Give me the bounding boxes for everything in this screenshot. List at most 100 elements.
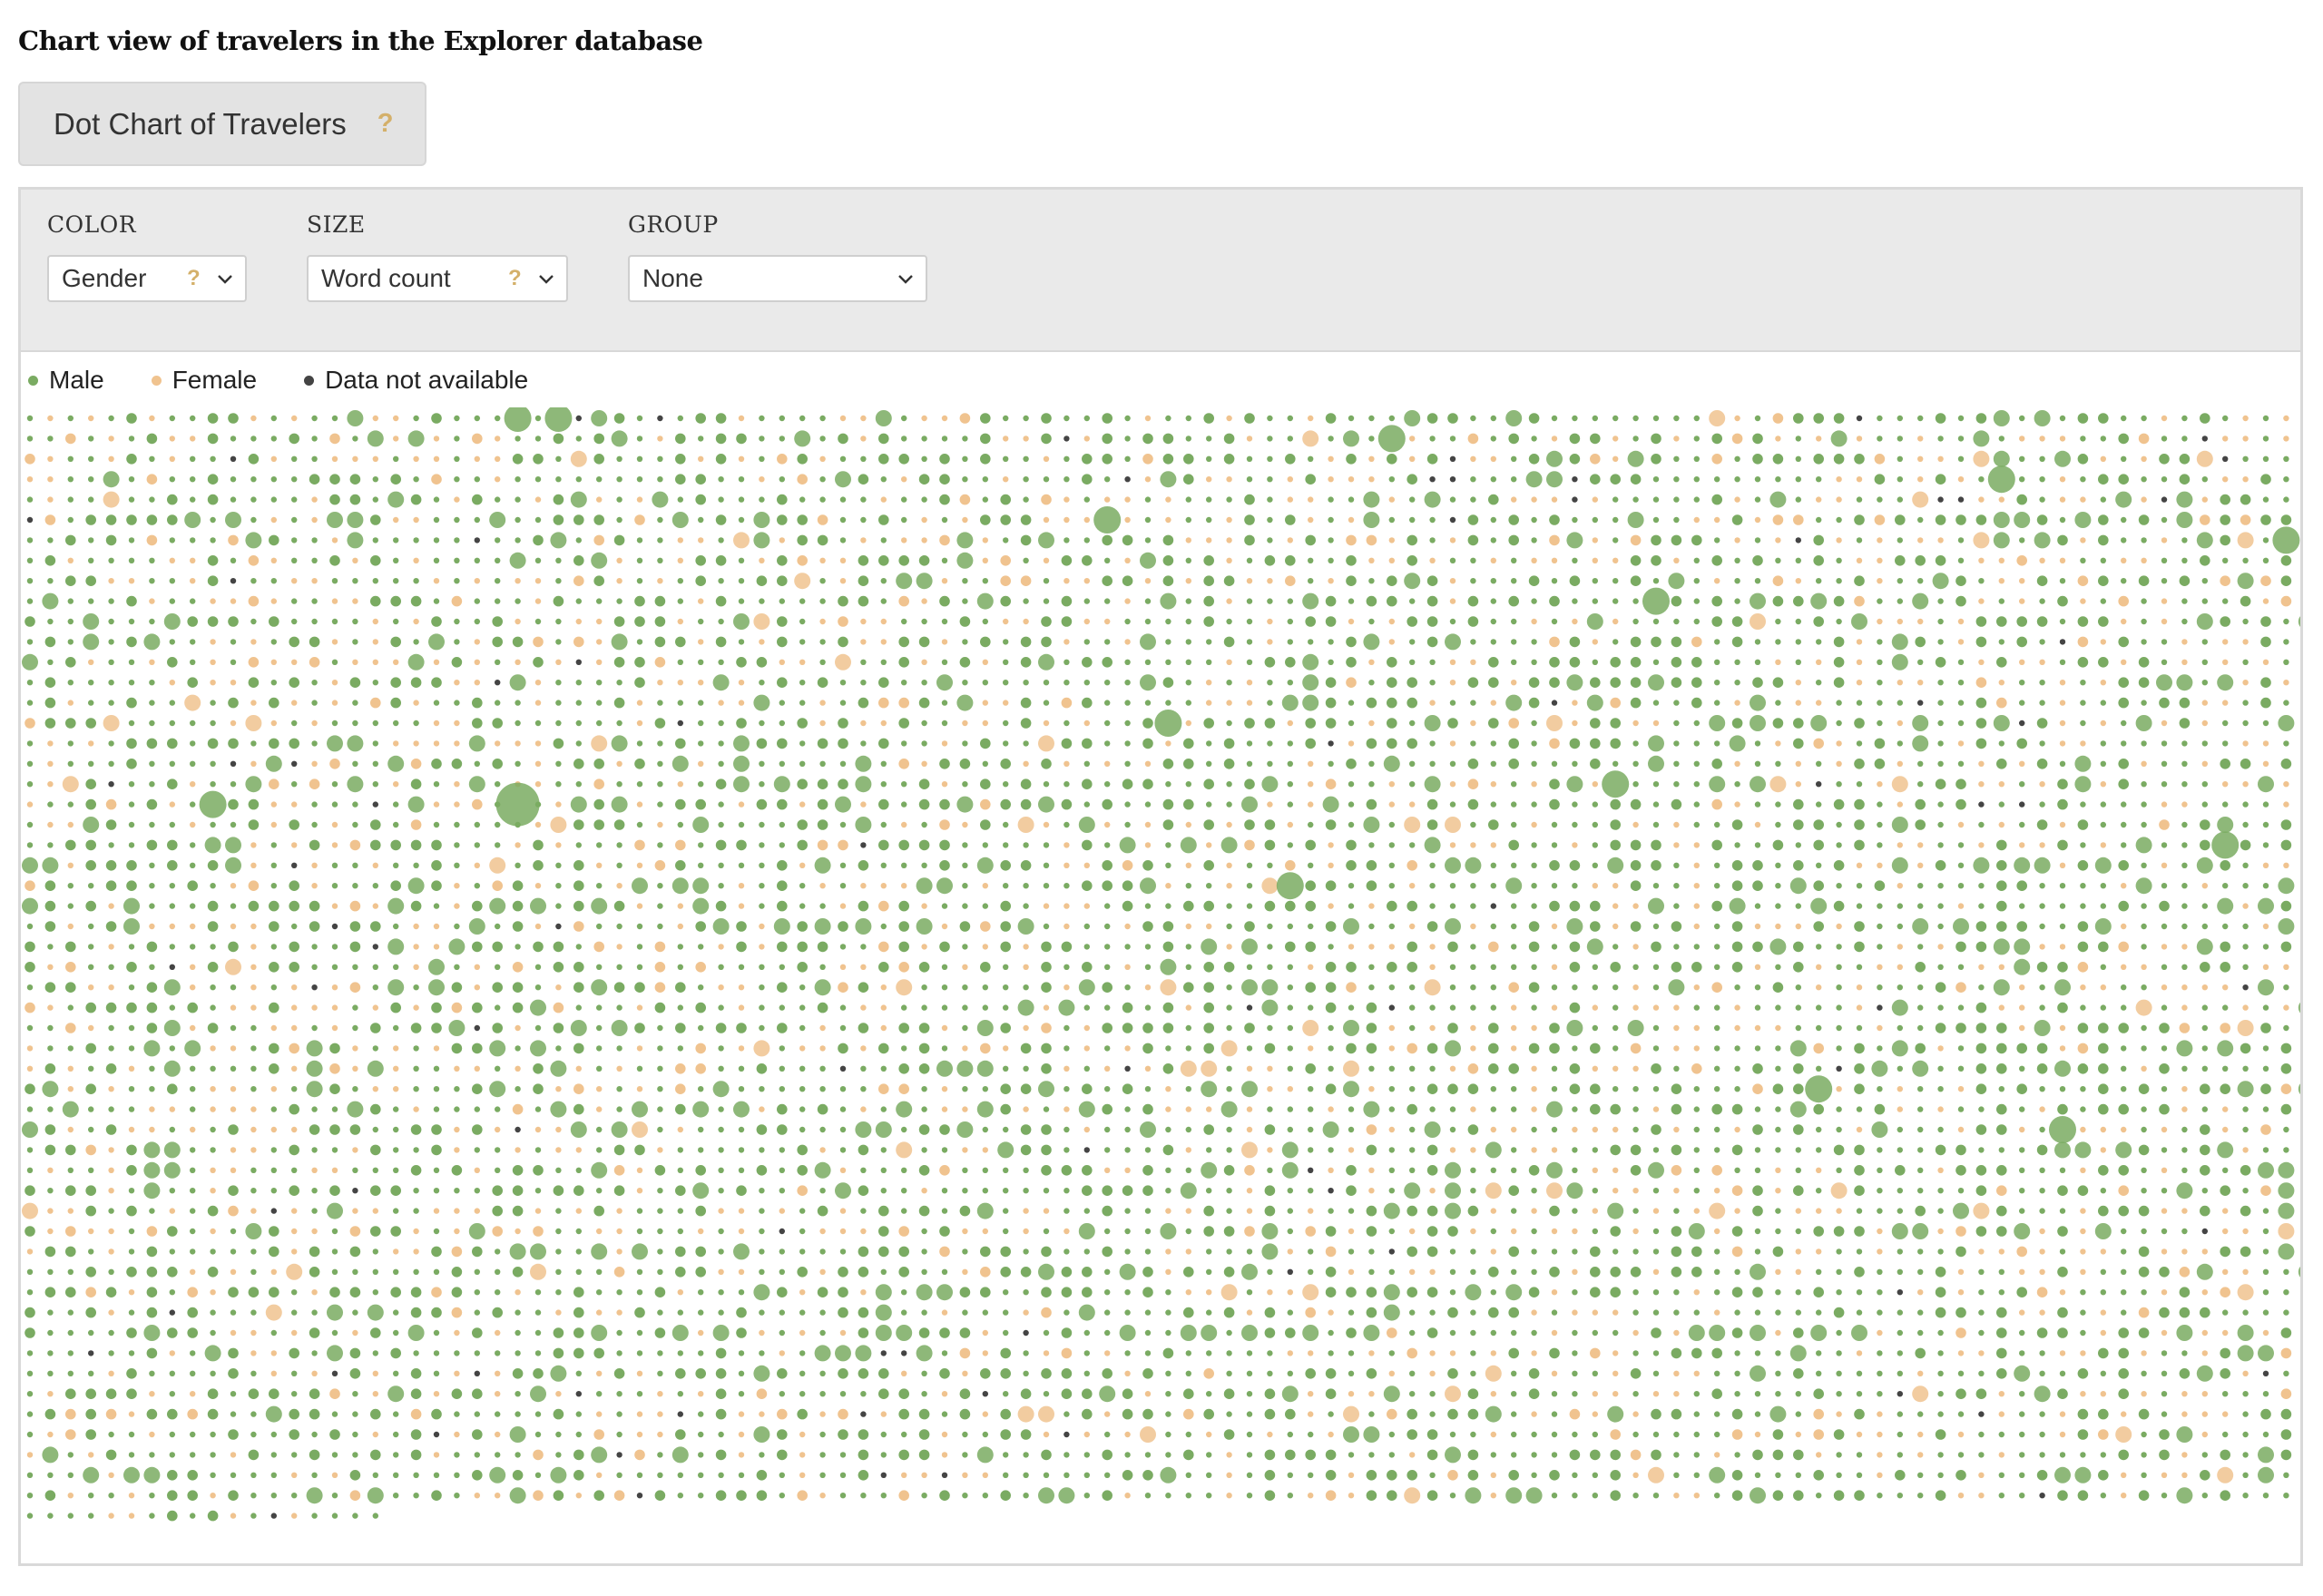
traveler-dot[interactable] bbox=[2242, 801, 2249, 808]
traveler-dot[interactable] bbox=[1162, 433, 1174, 445]
traveler-dot[interactable] bbox=[1346, 454, 1357, 465]
traveler-dot[interactable] bbox=[1124, 944, 1131, 950]
traveler-dot[interactable] bbox=[1023, 760, 1029, 767]
traveler-dot[interactable] bbox=[2262, 944, 2269, 950]
traveler-dot[interactable] bbox=[1671, 1246, 1682, 1258]
traveler-dot[interactable] bbox=[1063, 923, 1070, 930]
traveler-dot[interactable] bbox=[1226, 903, 1232, 909]
traveler-dot[interactable] bbox=[657, 740, 663, 747]
traveler-dot[interactable] bbox=[512, 1165, 524, 1176]
traveler-dot[interactable] bbox=[1693, 801, 1701, 808]
traveler-dot[interactable] bbox=[433, 516, 440, 524]
traveler-dot[interactable] bbox=[331, 883, 338, 889]
traveler-dot[interactable] bbox=[718, 1289, 724, 1296]
traveler-dot[interactable] bbox=[1287, 537, 1294, 543]
traveler-dot[interactable] bbox=[1897, 883, 1903, 889]
traveler-dot[interactable] bbox=[1816, 639, 1822, 645]
traveler-dot[interactable] bbox=[1490, 781, 1497, 788]
traveler-dot[interactable] bbox=[553, 1327, 564, 1338]
traveler-dot[interactable] bbox=[1734, 659, 1740, 665]
traveler-dot[interactable] bbox=[1063, 883, 1070, 889]
traveler-dot[interactable] bbox=[474, 659, 480, 665]
traveler-dot[interactable] bbox=[1470, 1248, 1476, 1255]
traveler-dot[interactable] bbox=[512, 880, 524, 891]
traveler-dot[interactable] bbox=[2039, 923, 2045, 930]
traveler-dot[interactable] bbox=[128, 1086, 135, 1092]
traveler-dot[interactable] bbox=[1063, 842, 1070, 848]
traveler-dot[interactable] bbox=[1305, 900, 1316, 912]
traveler-dot[interactable] bbox=[1795, 700, 1802, 706]
traveler-dot[interactable] bbox=[270, 436, 277, 442]
traveler-dot[interactable] bbox=[149, 1208, 155, 1214]
traveler-dot[interactable] bbox=[26, 516, 34, 524]
traveler-dot[interactable] bbox=[1996, 1226, 2007, 1237]
traveler-dot[interactable] bbox=[1325, 962, 1337, 973]
traveler-dot[interactable] bbox=[1003, 1167, 1009, 1173]
traveler-dot[interactable] bbox=[433, 1268, 440, 1275]
traveler-dot[interactable] bbox=[1998, 964, 2004, 970]
traveler-dot[interactable] bbox=[2220, 1185, 2230, 1196]
traveler-dot[interactable] bbox=[534, 598, 542, 604]
traveler-dot[interactable] bbox=[1082, 697, 1093, 709]
traveler-dot[interactable] bbox=[187, 880, 198, 891]
traveler-dot[interactable] bbox=[1063, 659, 1070, 665]
traveler-dot[interactable] bbox=[1836, 883, 1842, 889]
traveler-dot[interactable] bbox=[1203, 1226, 1214, 1237]
traveler-dot[interactable] bbox=[962, 1188, 968, 1194]
traveler-dot[interactable] bbox=[451, 982, 463, 993]
traveler-dot[interactable] bbox=[880, 1106, 887, 1112]
traveler-dot[interactable] bbox=[759, 1086, 765, 1092]
traveler-dot[interactable] bbox=[819, 659, 826, 665]
traveler-dot[interactable] bbox=[1551, 760, 1558, 767]
traveler-dot[interactable] bbox=[1673, 1208, 1680, 1214]
traveler-dot[interactable] bbox=[860, 659, 867, 665]
traveler-dot[interactable] bbox=[941, 1024, 948, 1032]
traveler-dot[interactable] bbox=[1612, 923, 1619, 930]
traveler-dot[interactable] bbox=[1162, 1023, 1174, 1033]
traveler-dot[interactable] bbox=[759, 1329, 765, 1337]
traveler-dot[interactable] bbox=[1102, 1246, 1112, 1258]
traveler-dot[interactable] bbox=[1531, 760, 1537, 767]
traveler-dot[interactable] bbox=[878, 555, 889, 566]
traveler-dot[interactable] bbox=[636, 476, 643, 483]
traveler-dot[interactable] bbox=[474, 862, 480, 868]
traveler-dot[interactable] bbox=[1368, 720, 1375, 727]
traveler-dot[interactable] bbox=[230, 659, 237, 665]
traveler-dot[interactable] bbox=[1813, 819, 1824, 830]
traveler-dot[interactable] bbox=[2080, 1228, 2086, 1235]
traveler-dot[interactable] bbox=[1652, 720, 1660, 727]
traveler-dot[interactable] bbox=[1041, 1124, 1052, 1135]
traveler-dot[interactable] bbox=[616, 1065, 622, 1072]
traveler-dot[interactable] bbox=[1813, 616, 1824, 627]
traveler-dot[interactable] bbox=[1975, 1023, 1987, 1033]
traveler-dot[interactable] bbox=[1346, 657, 1357, 668]
traveler-dot[interactable] bbox=[1348, 944, 1355, 950]
traveler-dot[interactable] bbox=[352, 1208, 358, 1214]
traveler-dot[interactable] bbox=[718, 944, 724, 950]
traveler-dot[interactable] bbox=[1162, 1063, 1174, 1074]
traveler-dot[interactable] bbox=[1226, 476, 1232, 483]
traveler-dot[interactable] bbox=[819, 455, 826, 462]
traveler-dot[interactable] bbox=[515, 760, 521, 767]
traveler-dot[interactable] bbox=[677, 1208, 683, 1214]
traveler-dot[interactable] bbox=[1775, 659, 1781, 665]
traveler-dot[interactable] bbox=[1267, 1370, 1273, 1377]
traveler-dot[interactable] bbox=[1429, 944, 1436, 950]
traveler-dot[interactable] bbox=[1124, 436, 1131, 442]
traveler-dot[interactable] bbox=[819, 598, 826, 604]
traveler-dot[interactable] bbox=[1714, 740, 1720, 747]
traveler-dot[interactable] bbox=[636, 1167, 643, 1173]
traveler-dot[interactable] bbox=[1470, 578, 1476, 584]
traveler-dot[interactable] bbox=[1124, 476, 1131, 483]
traveler-dot[interactable] bbox=[901, 1350, 907, 1356]
traveler-dot[interactable] bbox=[1308, 496, 1314, 503]
traveler-dot[interactable] bbox=[1508, 839, 1519, 851]
traveler-dot[interactable] bbox=[1673, 618, 1680, 625]
traveler-dot[interactable] bbox=[1652, 923, 1660, 930]
traveler-dot[interactable] bbox=[1082, 1083, 1093, 1094]
traveler-dot[interactable] bbox=[1673, 496, 1680, 503]
traveler-dot[interactable] bbox=[146, 1246, 158, 1258]
traveler-dot[interactable] bbox=[413, 578, 419, 584]
traveler-dot[interactable] bbox=[1246, 740, 1253, 747]
traveler-dot[interactable] bbox=[108, 1268, 114, 1275]
